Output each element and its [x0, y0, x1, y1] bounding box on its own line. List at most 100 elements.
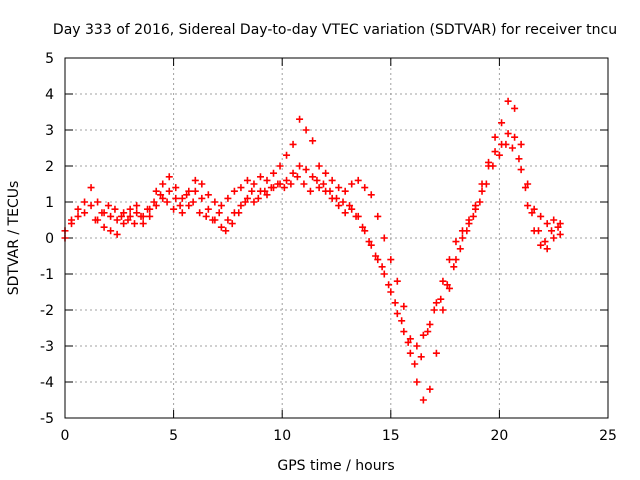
data-point	[328, 176, 336, 184]
data-point	[365, 238, 373, 246]
data-point	[94, 198, 102, 206]
data-point	[554, 223, 562, 231]
data-point	[183, 191, 191, 199]
data-point	[157, 191, 165, 199]
x-tick-label: 0	[61, 428, 70, 444]
data-point	[215, 209, 223, 217]
data-point	[104, 202, 112, 210]
data-point	[133, 209, 141, 217]
data-point	[419, 396, 427, 404]
data-point	[550, 234, 558, 242]
data-point	[521, 184, 529, 192]
data-point	[91, 216, 99, 224]
data-point	[400, 302, 408, 310]
data-point	[287, 180, 295, 188]
data-point	[445, 284, 453, 292]
y-tick-label: -5	[40, 411, 54, 427]
data-point	[508, 144, 516, 152]
data-point	[372, 252, 380, 260]
data-point	[300, 180, 308, 188]
data-point	[113, 230, 121, 238]
data-point	[380, 270, 388, 278]
data-point	[400, 328, 408, 336]
data-point	[165, 173, 173, 181]
data-point	[217, 202, 225, 210]
data-point	[222, 227, 230, 235]
data-point	[254, 194, 262, 202]
data-point	[452, 238, 460, 246]
data-point	[126, 212, 134, 220]
data-point	[289, 140, 297, 148]
data-point	[280, 184, 288, 192]
data-point	[191, 176, 199, 184]
data-point	[191, 187, 199, 195]
data-point	[296, 162, 304, 170]
data-point	[159, 194, 167, 202]
data-point	[556, 230, 564, 238]
data-point	[100, 223, 108, 231]
data-point	[393, 310, 401, 318]
data-point	[450, 263, 458, 271]
data-point	[515, 155, 523, 163]
data-point	[98, 209, 106, 217]
data-point	[419, 331, 427, 339]
data-point	[81, 198, 89, 206]
data-point	[159, 180, 167, 188]
data-point	[289, 169, 297, 177]
data-point	[511, 133, 519, 141]
data-point	[491, 133, 499, 141]
data-point	[107, 227, 115, 235]
data-point	[426, 320, 434, 328]
data-point	[170, 205, 178, 213]
data-point	[248, 187, 256, 195]
data-point	[241, 198, 249, 206]
data-point	[502, 140, 510, 148]
data-point	[313, 176, 321, 184]
data-point	[189, 198, 197, 206]
x-tick-label: 5	[169, 428, 178, 444]
data-point	[152, 187, 160, 195]
plot-frame	[64, 57, 609, 419]
data-point	[511, 104, 519, 112]
data-point	[437, 295, 445, 303]
data-point	[124, 216, 132, 224]
data-point	[235, 209, 243, 217]
data-point	[482, 180, 490, 188]
data-point	[211, 198, 219, 206]
data-point	[367, 191, 375, 199]
data-point	[387, 256, 395, 264]
data-point	[117, 212, 125, 220]
y-tick-label: 4	[45, 87, 54, 103]
data-point	[452, 256, 460, 264]
data-point	[443, 281, 451, 289]
data-point	[198, 194, 206, 202]
data-point	[413, 342, 421, 350]
data-point	[439, 306, 447, 314]
data-point	[217, 223, 225, 231]
data-point	[417, 353, 425, 361]
data-point	[107, 212, 115, 220]
data-point	[309, 137, 317, 145]
data-point	[406, 335, 414, 343]
data-point	[120, 220, 128, 228]
data-point	[172, 184, 180, 192]
data-point	[176, 202, 184, 210]
tick-labels: 0 5 10 15 20 25 -5 -4 -3 -2 -1 0 1 2 3 4 5	[40, 51, 617, 444]
x-tick-label: 25	[599, 428, 617, 444]
data-point	[250, 198, 258, 206]
data-point	[465, 216, 473, 224]
data-point	[81, 209, 89, 217]
data-point	[537, 241, 545, 249]
data-point	[274, 180, 282, 188]
data-point	[504, 130, 512, 138]
data-point	[111, 205, 119, 213]
data-point	[556, 220, 564, 228]
data-point	[178, 194, 186, 202]
data-point	[537, 212, 545, 220]
data-point	[374, 256, 382, 264]
y-tick-label: 5	[45, 51, 54, 67]
data-point	[74, 205, 82, 213]
data-point	[87, 202, 95, 210]
data-point	[261, 187, 269, 195]
data-point	[361, 227, 369, 235]
